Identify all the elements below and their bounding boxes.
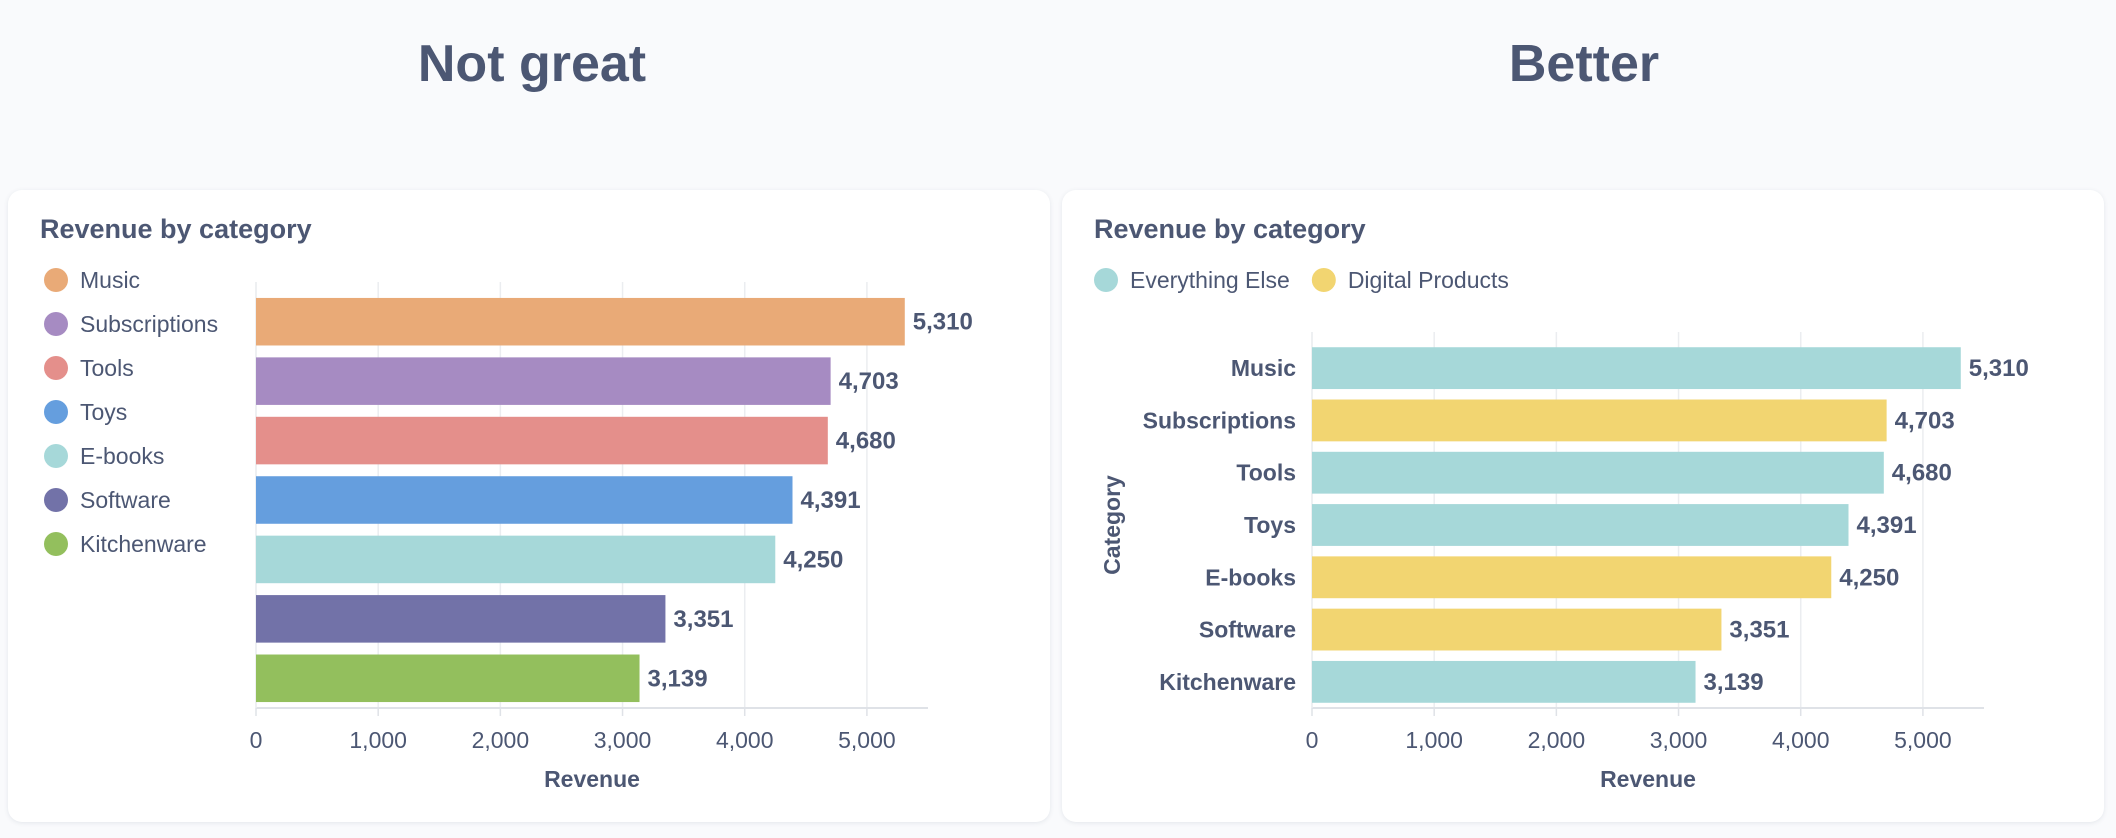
legend-label: Everything Else [1130,267,1290,293]
x-tick-label: 4,000 [1772,727,1830,753]
bar-toys [256,476,793,524]
data-label-kitchenware: 3,139 [648,665,708,692]
data-label-subscriptions: 4,703 [839,368,899,395]
x-tick-label: 4,000 [716,727,774,753]
left-chart-card: Revenue by category 0 1,000 2,000 3,000 4,00… [8,190,1050,822]
data-label-e-books: 4,250 [783,546,843,573]
legend-swatch [1094,268,1118,292]
data-label-tools: 4,680 [1892,460,1952,487]
x-tick-label: 5,000 [1894,727,1952,753]
bar-e-books [1312,556,1832,599]
data-label-software: 3,351 [1729,617,1789,644]
legend-swatch [44,532,68,556]
legend-swatch [44,268,68,292]
category-label-software: Software [1199,617,1296,643]
right-chart-card: Revenue by category 0 1,000 2,000 3,000 4,00… [1062,190,2104,822]
legend-label: Kitchenware [80,531,207,557]
x-tick-label: 1,000 [1405,727,1463,753]
bar-kitchenware [256,654,640,703]
data-label-toys: 4,391 [1857,512,1917,539]
x-tick-label: 3,000 [594,727,652,753]
legend-label: Tools [80,355,134,381]
legend-label: Software [80,487,171,513]
category-label-subscriptions: Subscriptions [1143,407,1296,433]
x-axis-title: Revenue [544,766,640,792]
data-label-toys: 4,391 [801,487,861,514]
x-tick-label: 2,000 [1528,727,1586,753]
x-tick-label: 3,000 [1650,727,1708,753]
bar-subscriptions [1312,399,1887,442]
category-label-kitchenware: Kitchenware [1159,669,1296,695]
legend-swatch [44,356,68,380]
right-heading: Better [1508,35,1660,93]
right-chart-svg: 0 1,000 2,000 3,000 4,000 5,000 5,310 Music 4,70… [1094,267,2029,792]
bar-software [256,595,666,643]
x-tick-label: 0 [250,727,263,753]
bar-music [1312,347,1961,390]
data-label-kitchenware: 3,139 [1704,669,1764,696]
legend-label: Toys [80,399,127,425]
bar-e-books [256,535,776,584]
x-axis-title: Revenue [1600,766,1696,792]
data-label-tools: 4,680 [836,428,896,455]
legend-swatch [44,488,68,512]
left-heading: Not great [417,35,647,93]
data-label-music: 5,310 [913,309,973,336]
data-label-software: 3,351 [673,606,733,633]
left-chart-svg: 0 1,000 2,000 3,000 4,000 5,000 5,310 4,703 4,68… [44,267,973,792]
x-tick-label: 1,000 [349,727,407,753]
legend-label: E-books [80,443,164,469]
legend-label: Music [80,267,140,293]
bar-kitchenware [1312,660,1696,703]
x-tick-label: 0 [1306,727,1319,753]
data-label-e-books: 4,250 [1839,564,1899,591]
data-label-subscriptions: 4,703 [1895,407,1955,434]
chart-title: Revenue by category [40,214,312,244]
category-label-toys: Toys [1244,512,1296,538]
category-label-music: Music [1231,355,1296,381]
data-label-music: 5,310 [1969,355,2029,382]
bar-music [256,297,905,346]
x-tick-label: 2,000 [472,727,530,753]
legend-label: Digital Products [1348,267,1509,293]
legend-label: Subscriptions [80,311,218,337]
bar-tools [1312,451,1884,494]
category-label-e-books: E-books [1205,564,1296,590]
bar-software [1312,608,1722,651]
y-axis-title: Category [1099,475,1125,575]
legend-swatch [1311,268,1336,292]
bar-tools [256,416,828,465]
chart-title: Revenue by category [1094,214,1366,244]
x-tick-label: 5,000 [838,727,896,753]
legend-swatch [44,444,68,468]
category-label-tools: Tools [1236,460,1296,486]
legend-swatch [44,400,68,424]
bar-toys [1312,504,1849,546]
legend-swatch [44,312,68,336]
bar-subscriptions [256,357,831,405]
